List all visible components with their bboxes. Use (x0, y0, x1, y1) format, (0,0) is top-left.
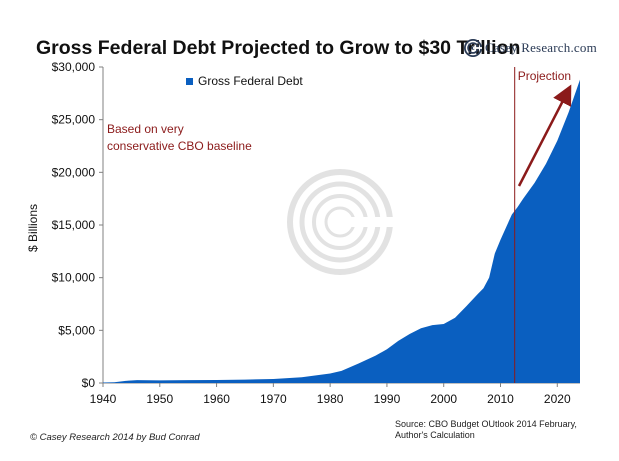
logo-text: Casey Research.com (485, 40, 597, 55)
y-tick-label: $0 (82, 376, 96, 390)
annotation-projection: Projection (518, 69, 571, 83)
x-tick-label: 1990 (374, 392, 401, 406)
source-note: Source: CBO Budget OUtlook 2014 February… (395, 419, 577, 440)
casey-research-logo: Casey Research.com (464, 39, 597, 57)
projection-arrow-icon (517, 84, 572, 187)
casey-target-logo-icon (464, 39, 482, 57)
y-tick-label: $30,000 (52, 60, 96, 74)
annotations: Gross Federal Debt Based on very conservat… (107, 67, 572, 383)
y-tick-label: $20,000 (52, 165, 96, 179)
watermark-target-icon (287, 169, 395, 275)
legend-label: Gross Federal Debt (198, 74, 303, 88)
x-tick-label: 2010 (487, 392, 514, 406)
axes: $0 $5,000 $10,000 $15,000 $20,000 $25,000 $30,… (26, 60, 580, 406)
x-tick-label: 1950 (146, 392, 173, 406)
annotation-cbo-baseline: Based on very conservative CBO baseline (107, 122, 252, 153)
page-title: Gross Federal Debt Projected to Grow to … (36, 37, 521, 59)
y-tick-label: $15,000 (52, 218, 96, 232)
copyright-note: © Casey Research 2014 by Bud Conrad (30, 432, 200, 443)
plot-area (103, 79, 580, 383)
series-area-gross-federal-debt (103, 79, 580, 383)
x-tick-label: 2020 (544, 392, 571, 406)
legend-swatch (186, 78, 193, 85)
watermark-gap (340, 217, 395, 227)
x-tick-label: 1970 (260, 392, 287, 406)
x-tick-label: 2000 (430, 392, 457, 406)
x-tick-label: 1940 (90, 392, 117, 406)
y-tick-label: $25,000 (52, 113, 96, 127)
x-tick-label: 1980 (317, 392, 344, 406)
y-tick-label: $5,000 (58, 323, 95, 337)
x-tick-label: 1960 (203, 392, 230, 406)
y-tick-label: $10,000 (52, 271, 96, 285)
y-axis-label: $ Billions (26, 204, 40, 252)
